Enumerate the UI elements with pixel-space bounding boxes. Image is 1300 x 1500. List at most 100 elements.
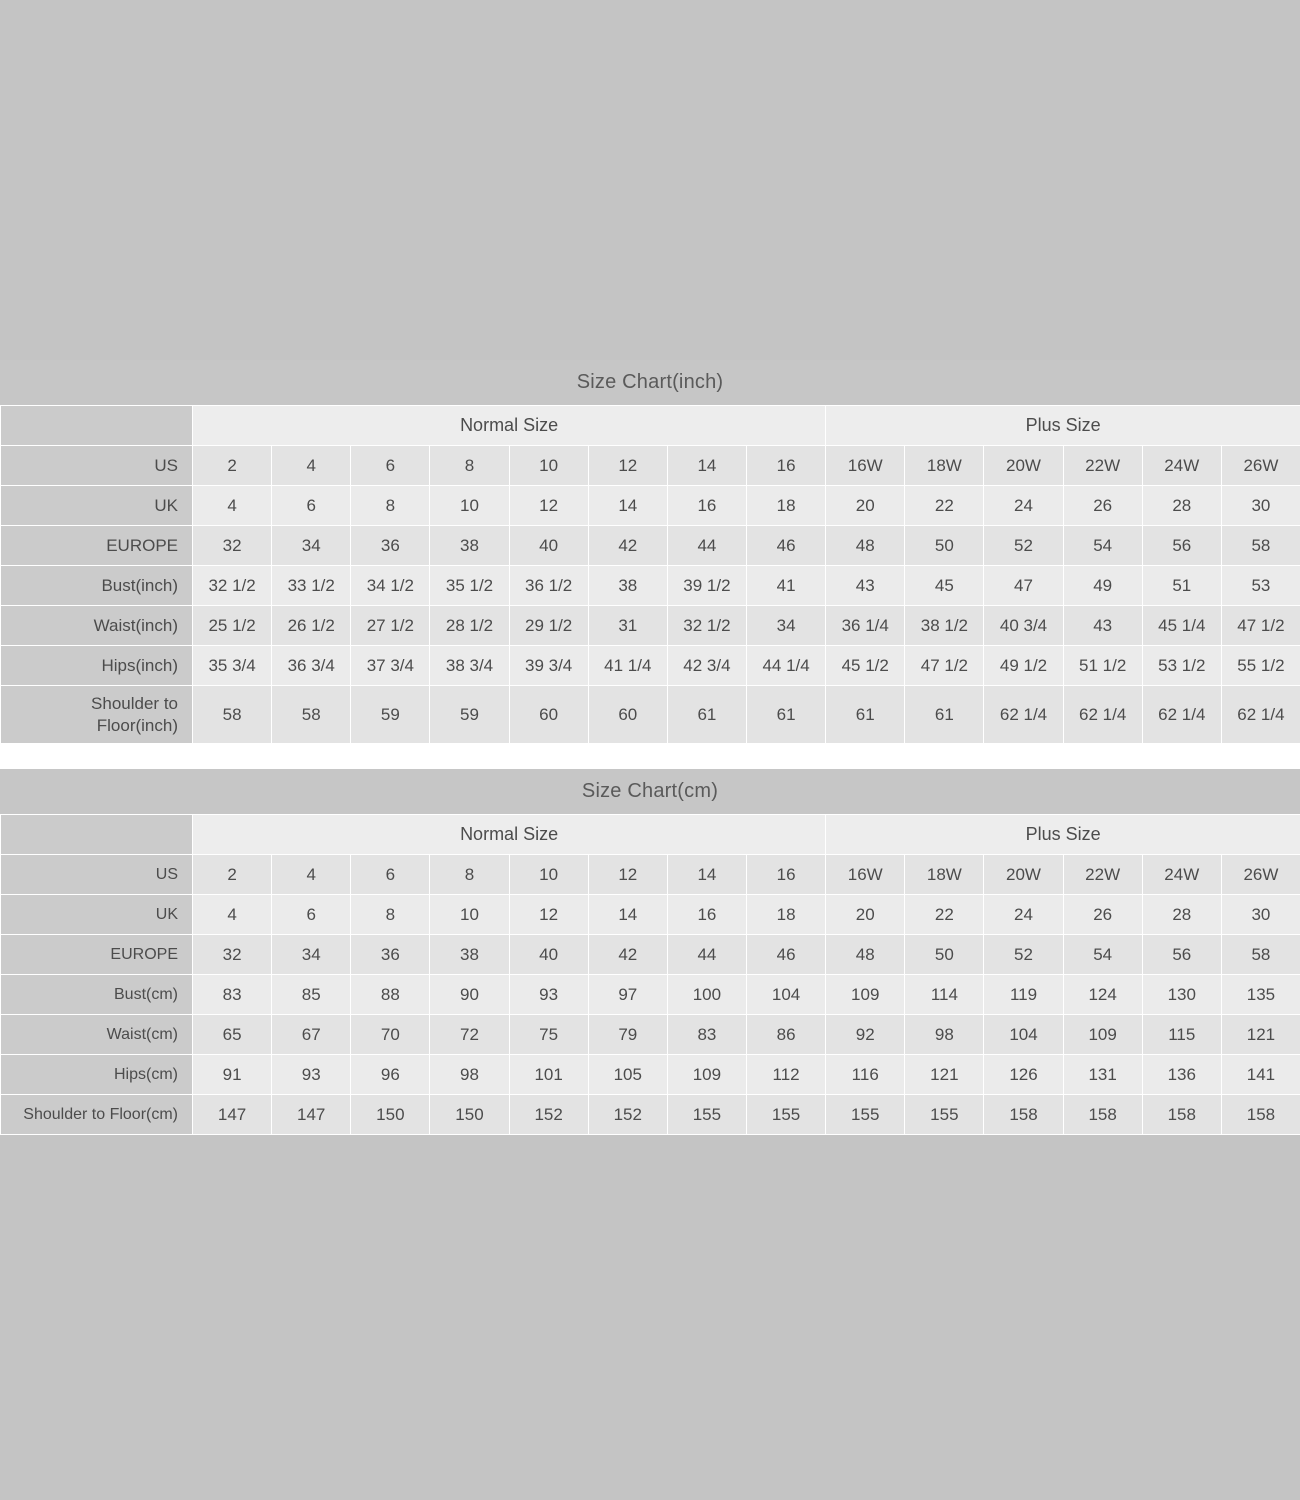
cell: 34	[271, 525, 352, 566]
cell: 98	[429, 1054, 510, 1095]
cell: 22	[904, 485, 985, 526]
cell: 39 3/4	[508, 645, 589, 686]
cell: 24	[983, 894, 1064, 935]
cell: 20	[825, 894, 906, 935]
cell: 8	[350, 894, 431, 935]
table-row: Shoulder to Floor(cm) 147 147 150 150 152 152 1…	[0, 1094, 1300, 1135]
cell: 155	[745, 1094, 827, 1135]
cell: 10	[508, 445, 589, 486]
row-label-bust-cm: Bust(cm)	[0, 974, 193, 1015]
cell: 158	[983, 1094, 1064, 1135]
cell: 30	[1220, 485, 1300, 526]
cell: 100	[666, 974, 747, 1015]
cell: 35 3/4	[191, 645, 273, 686]
row-label-shoulder-to-floor-cm: Shoulder to Floor(cm)	[0, 1094, 193, 1135]
cell: 32	[191, 934, 273, 975]
table-row: US 2 4 6 8 10 12 14 16 16W 18W 20W 22W 24W 26W	[0, 854, 1300, 895]
cell: 75	[508, 1014, 589, 1055]
cell: 104	[983, 1014, 1064, 1055]
cell: 24W	[1141, 445, 1222, 486]
cell: 53 1/2	[1141, 645, 1222, 686]
cell: 67	[271, 1014, 352, 1055]
cell: 36 1/2	[508, 565, 589, 606]
cell: 38	[587, 565, 668, 606]
cell: 109	[825, 974, 906, 1015]
cell: 54	[1062, 525, 1143, 566]
cell: 52	[983, 525, 1064, 566]
size-chart-cm-title: Size Chart(cm)	[0, 769, 1300, 814]
cell: 20W	[983, 445, 1064, 486]
cell: 91	[191, 1054, 273, 1095]
cell: 54	[1062, 934, 1143, 975]
cell: 6	[350, 445, 431, 486]
cell: 88	[350, 974, 431, 1015]
cell: 12	[587, 854, 668, 895]
cell: 158	[1220, 1094, 1300, 1135]
row-label-waist-cm: Waist(cm)	[0, 1014, 193, 1055]
cell: 152	[508, 1094, 589, 1135]
cell: 50	[904, 934, 985, 975]
cell: 61	[825, 685, 906, 744]
cell: 20W	[983, 854, 1064, 895]
cell: 35 1/2	[429, 565, 510, 606]
cell: 6	[350, 854, 431, 895]
cell: 12	[508, 894, 589, 935]
cell: 24W	[1141, 854, 1222, 895]
cell: 22	[904, 894, 985, 935]
cell: 147	[271, 1094, 352, 1135]
cell: 42	[587, 525, 668, 566]
cell: 83	[191, 974, 273, 1015]
table-corner-cell	[0, 814, 193, 855]
row-label-europe: EUROPE	[0, 934, 193, 975]
cell: 16W	[825, 854, 906, 895]
cell: 62 1/4	[1220, 685, 1300, 744]
cell: 43	[825, 565, 906, 606]
cell: 152	[587, 1094, 668, 1135]
cell: 109	[666, 1054, 747, 1095]
cell: 126	[983, 1054, 1064, 1095]
cell: 47 1/2	[904, 645, 985, 686]
cell: 18W	[904, 445, 985, 486]
row-label-hips-inch: Hips(inch)	[0, 645, 193, 686]
cell: 12	[587, 445, 668, 486]
cell: 155	[904, 1094, 985, 1135]
cell: 30	[1220, 894, 1300, 935]
table-row: Waist(inch) 25 1/2 26 1/2 27 1/2 28 1/2 29 1/…	[0, 605, 1300, 646]
cell: 12	[508, 485, 589, 526]
cell: 37 3/4	[350, 645, 431, 686]
cell: 45	[904, 565, 985, 606]
cell: 104	[745, 974, 827, 1015]
cell: 4	[271, 445, 352, 486]
cell: 40 3/4	[983, 605, 1064, 646]
cell: 36	[350, 525, 431, 566]
cell: 46	[745, 525, 827, 566]
cell: 90	[429, 974, 510, 1015]
cell: 55 1/2	[1220, 645, 1300, 686]
cell: 8	[429, 445, 510, 486]
cell: 6	[271, 485, 352, 526]
cell: 20	[825, 485, 906, 526]
table-row: US 2 4 6 8 10 12 14 16 16W 18W 20W 22W 24W 26W	[0, 445, 1300, 486]
cell: 155	[825, 1094, 906, 1135]
cell: 59	[350, 685, 431, 744]
cell: 47	[983, 565, 1064, 606]
group-header-row: Normal Size Plus Size	[0, 814, 1300, 855]
cell: 98	[904, 1014, 985, 1055]
row-label-uk: UK	[0, 894, 193, 935]
table-row: Hips(cm) 91 93 96 98 101 105 109 112 116 121 126 131…	[0, 1054, 1300, 1095]
cell: 49 1/2	[983, 645, 1064, 686]
cell: 48	[825, 934, 906, 975]
row-label-us: US	[0, 854, 193, 895]
cell: 10	[429, 485, 510, 526]
cell: 16W	[825, 445, 906, 486]
cell: 155	[666, 1094, 747, 1135]
cell: 150	[429, 1094, 510, 1135]
cell: 34 1/2	[350, 565, 431, 606]
cell: 18	[745, 485, 827, 526]
cell: 96	[350, 1054, 431, 1095]
cell: 40	[508, 934, 589, 975]
cell: 10	[429, 894, 510, 935]
cell: 14	[666, 854, 747, 895]
cell: 150	[350, 1094, 431, 1135]
cell: 10	[508, 854, 589, 895]
